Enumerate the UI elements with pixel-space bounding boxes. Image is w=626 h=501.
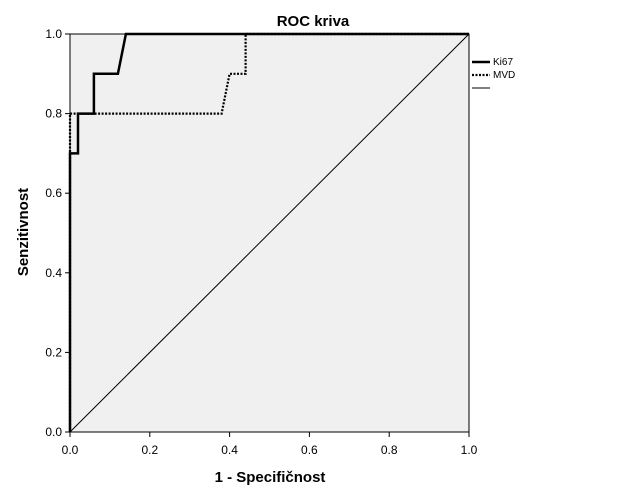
y-tick-label: 1.0 bbox=[45, 27, 62, 41]
y-tick-label: 0.4 bbox=[45, 266, 62, 280]
x-tick-label: 1.0 bbox=[461, 443, 478, 457]
x-tick-label: 0.8 bbox=[381, 443, 398, 457]
legend: Ki67 MVD bbox=[472, 57, 515, 89]
y-tick-label: 0.0 bbox=[45, 425, 62, 439]
y-tick-label: 0.6 bbox=[45, 186, 62, 200]
x-tick-label: 0.4 bbox=[221, 443, 238, 457]
plot-area: 0.0 0.2 0.4 0.6 0.8 1.0 0.0 0.2 0.4 0.6 0.8 1.0 bbox=[45, 27, 477, 457]
legend-label: MVD bbox=[493, 70, 515, 81]
legend-label: Ki67 bbox=[493, 57, 513, 68]
x-tick-label: 0.6 bbox=[301, 443, 318, 457]
series-line-reference bbox=[69, 33, 470, 433]
y-tick-label: 0.2 bbox=[45, 345, 62, 359]
y-tick-label: 0.8 bbox=[45, 107, 62, 121]
x-axis-label: 1 - Specifičnost bbox=[215, 469, 326, 486]
plot-frame bbox=[69, 33, 470, 433]
chart-title: ROC kriva bbox=[277, 13, 350, 30]
x-tick-label: 0.2 bbox=[141, 443, 158, 457]
x-tick-label: 0.0 bbox=[62, 443, 79, 457]
y-axis-label: Senzitivnost bbox=[15, 188, 32, 276]
